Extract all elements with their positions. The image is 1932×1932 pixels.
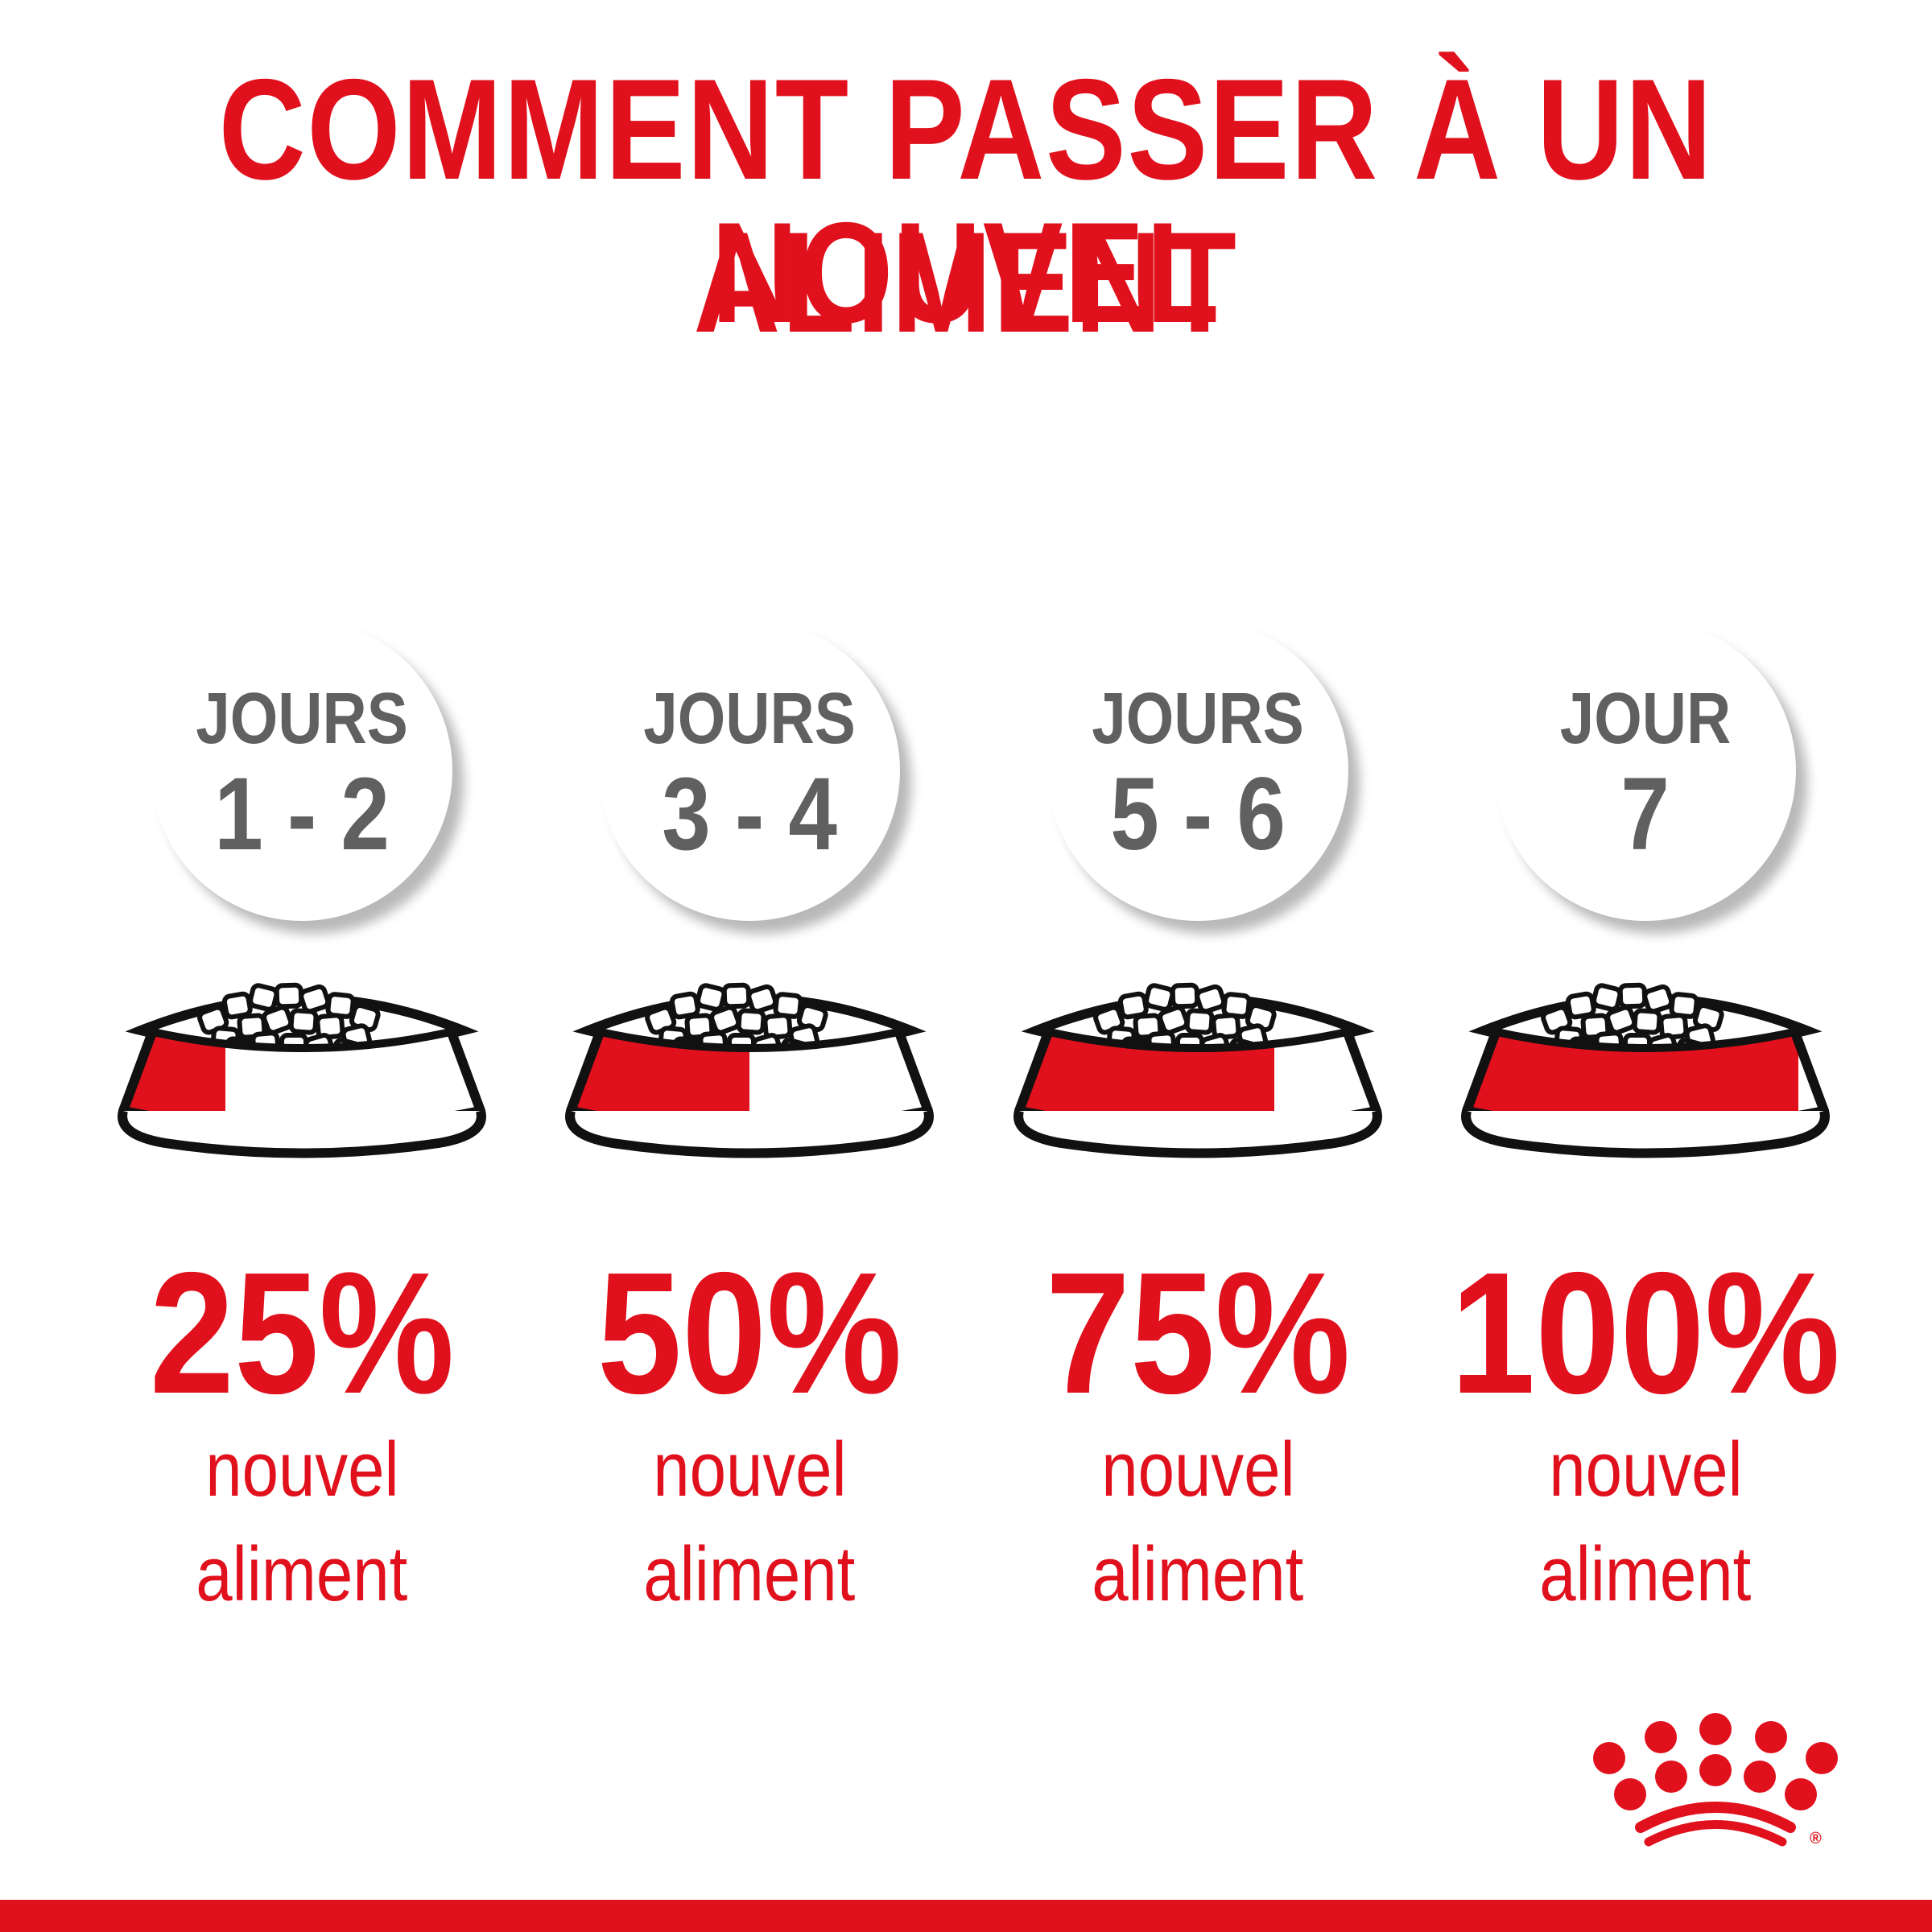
caption-line-1: nouvel [1548, 1426, 1743, 1513]
day-label: JOUR [1559, 679, 1732, 759]
caption-line-2: aliment [1092, 1531, 1304, 1617]
royal-canin-logo-icon: ® [1593, 1713, 1838, 1847]
caption-line-1: nouvel [204, 1426, 399, 1513]
percent-value: 50% [597, 1236, 902, 1430]
percent-value: 25% [149, 1236, 455, 1430]
food-bowl-icon [1461, 982, 1830, 1158]
step-column: JOURS 1 - 2 25% nouvel aliment [76, 0, 527, 1690]
registered-mark: ® [1810, 1830, 1822, 1847]
percent-value: 100% [1451, 1236, 1840, 1430]
caption-line-2: aliment [1539, 1531, 1752, 1617]
day-label: JOURS [643, 679, 856, 759]
food-bowl-icon [565, 982, 934, 1158]
food-bowl-icon [1013, 982, 1382, 1158]
bottom-red-bar [0, 1900, 1932, 1932]
step-column: JOUR 7 100% nouvel aliment [1420, 0, 1871, 1690]
day-circle [151, 620, 452, 921]
day-circle [1047, 620, 1348, 921]
day-label: JOURS [1092, 679, 1304, 759]
day-label: JOURS [196, 679, 408, 759]
day-range: 3 - 4 [662, 757, 837, 872]
day-circle [1495, 620, 1796, 921]
step-column: JOURS 5 - 6 75% nouvel aliment [972, 0, 1423, 1690]
caption-line-1: nouvel [652, 1426, 847, 1513]
day-range: 1 - 2 [214, 757, 390, 872]
percent-value: 75% [1045, 1236, 1351, 1430]
caption-line-1: nouvel [1100, 1426, 1295, 1513]
day-range: 5 - 6 [1110, 757, 1286, 872]
page-title-line-2: ALIMENT [693, 202, 1239, 362]
food-bowl-icon [118, 982, 486, 1158]
day-circle [599, 620, 900, 921]
caption-line-2: aliment [643, 1531, 856, 1617]
day-range: 7 [1620, 757, 1670, 872]
step-column: JOURS 3 - 4 50% nouvel aliment [524, 0, 975, 1690]
page-title-line-1: COMMENT PASSER À UN NOUVEL [218, 49, 1714, 353]
caption-line-2: aliment [196, 1531, 408, 1617]
